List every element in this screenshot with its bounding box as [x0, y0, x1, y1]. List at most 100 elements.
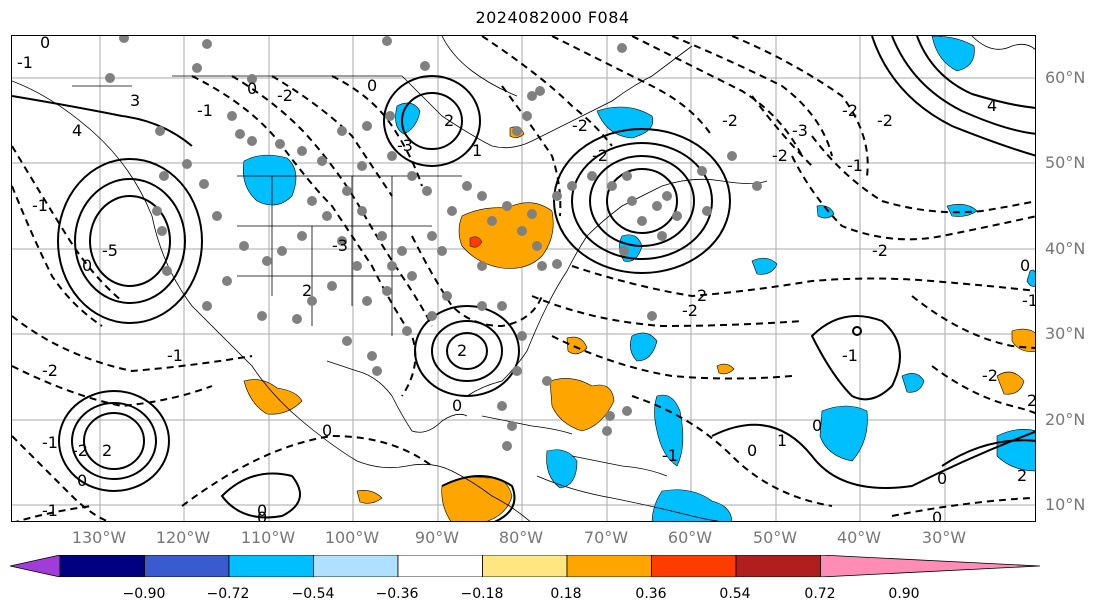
map-panel[interactable]: 0 -1 3 4 0 2 -1 -2 -3 -2 -2 -5 -1 0 2 -1…	[11, 35, 1036, 522]
contour-label: -1	[842, 346, 858, 365]
colorbar-segment	[482, 555, 568, 577]
colorbar-segment	[735, 555, 821, 577]
lon-label: 110°W	[240, 528, 296, 547]
contour-label: -1	[167, 346, 183, 365]
contour-label: 0	[1020, 256, 1030, 275]
contour-label: -2	[877, 111, 893, 130]
red-patch	[469, 236, 483, 248]
lon-label: 120°W	[155, 528, 211, 547]
contour-label: -2	[592, 146, 608, 165]
contour-label: -1	[847, 156, 863, 175]
lon-label: 60°W	[667, 528, 713, 547]
map-title: 2024082000 F084	[475, 8, 630, 27]
colorbar-tick-label: 0.36	[635, 586, 667, 602]
contour-label: 1	[777, 431, 787, 450]
contour-labels: 0 -1 3 4 0 2 -1 -2 -3 -2 -2 -5 -1 0 2 -1…	[17, 36, 1036, 522]
colorbar-segment	[59, 555, 145, 577]
colorbar-segments	[10, 555, 1040, 577]
dashed-contours	[12, 36, 1035, 521]
contour-label: -1	[42, 433, 58, 452]
colorbar-tick-label: −0.36	[375, 586, 419, 602]
contour-label: 0	[812, 416, 822, 435]
lat-label: 30°N	[1045, 324, 1086, 343]
contour-label: 2	[444, 111, 454, 130]
lat-label: 50°N	[1045, 153, 1086, 172]
contour-label: -1	[32, 196, 48, 215]
contour-label: -2	[277, 86, 293, 105]
colorbar-tick-label: 0.54	[719, 586, 751, 602]
contour-label: 0	[77, 471, 87, 490]
lon-label: 70°W	[583, 528, 629, 547]
contour-label: 0	[40, 36, 50, 52]
contour-label: 0	[257, 501, 267, 520]
colorbar-extend-high	[820, 555, 1040, 577]
contour-label: -2	[72, 441, 88, 460]
contour-label: 0	[322, 421, 332, 440]
colorbar-tick-label: 0.72	[804, 586, 836, 602]
contour-label: 0	[82, 256, 92, 275]
lon-label: 90°W	[414, 528, 460, 547]
lon-label: 30°W	[921, 528, 967, 547]
station-dots	[105, 36, 762, 451]
lat-label: 40°N	[1045, 239, 1086, 258]
lat-label: 20°N	[1045, 410, 1086, 429]
lon-label: 100°W	[324, 528, 380, 547]
contour-label: 0	[937, 469, 947, 488]
contour-label: -2	[682, 301, 698, 320]
colorbar-tick-label: 0.90	[888, 586, 920, 602]
colorbar	[10, 555, 1040, 577]
contour-label: 4	[987, 96, 997, 115]
contour-label: 0	[932, 508, 942, 522]
contour-label: -1	[662, 446, 678, 465]
contour-label: -2	[572, 116, 588, 135]
contour-label: 2	[1027, 391, 1036, 410]
contour-label: 2	[697, 286, 707, 305]
contour-label: -2	[772, 146, 788, 165]
contour-label: 2	[1017, 466, 1027, 485]
contour-label: -2	[872, 241, 888, 260]
colorbar-segment	[397, 555, 483, 577]
lon-label: 130°W	[71, 528, 127, 547]
contour-label: -1	[1022, 291, 1036, 310]
lon-label: 40°W	[836, 528, 882, 547]
contour-label: 0	[747, 441, 757, 460]
contour-label: -1	[42, 501, 58, 520]
colorbar-segment	[651, 555, 737, 577]
contour-label: -3	[792, 121, 808, 140]
contour-label: 0	[257, 508, 267, 522]
colorbar-tick-label: 0.18	[550, 586, 582, 602]
contour-label: -2	[982, 366, 998, 385]
contour-label: -1	[17, 53, 33, 72]
lat-label: 60°N	[1045, 68, 1086, 87]
contour-label: 0	[452, 396, 462, 415]
contour-label: -1	[197, 101, 213, 120]
colorbar-segment	[228, 555, 314, 577]
contour-label: -5	[102, 241, 118, 260]
contour-label: -2	[722, 111, 738, 130]
contour-label: -2	[842, 101, 858, 120]
contour-label: -3	[397, 136, 413, 155]
contour-label: 0	[367, 76, 377, 95]
colorbar-tick-label: −0.72	[206, 586, 250, 602]
contour-label: 2	[457, 341, 467, 360]
colorbar-segment	[566, 555, 652, 577]
negative-shading	[243, 36, 1035, 521]
colorbar-tick-label: −0.54	[291, 586, 335, 602]
contour-label: -2	[42, 361, 58, 380]
contour-label: 3	[130, 91, 140, 110]
colorbar-tick-label: −0.90	[122, 586, 166, 602]
colorbar-segment	[144, 555, 230, 577]
map-svg: 0 -1 3 4 0 2 -1 -2 -3 -2 -2 -5 -1 0 2 -1…	[12, 36, 1036, 522]
contour-label: 2	[302, 281, 312, 300]
contour-label: -3	[332, 236, 348, 255]
lon-label: 80°W	[498, 528, 544, 547]
contour-label: 1	[472, 141, 482, 160]
contour-label: 0	[247, 79, 257, 98]
lon-label: 50°W	[752, 528, 798, 547]
lat-label: 10°N	[1045, 495, 1086, 514]
colorbar-tick-label: −0.18	[460, 586, 504, 602]
contour-label: 4	[72, 121, 82, 140]
contour-label: 2	[102, 441, 112, 460]
solid-contours	[12, 36, 1035, 521]
colorbar-extend-low	[10, 555, 61, 577]
